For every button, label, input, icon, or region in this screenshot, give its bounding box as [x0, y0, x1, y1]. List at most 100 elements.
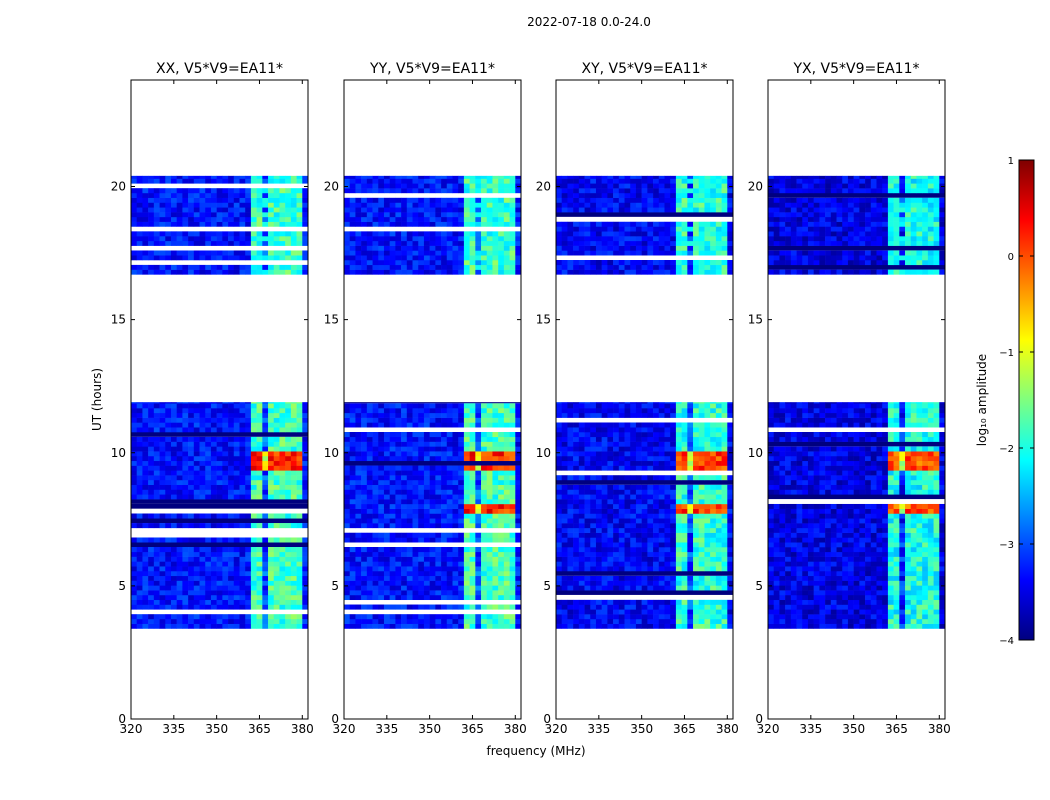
heatmap-cell [366, 479, 373, 485]
heatmap-cell [131, 264, 138, 270]
heatmap-cell [429, 585, 436, 591]
heatmap-cell [567, 455, 574, 462]
heatmap-cell [481, 269, 488, 275]
heatmap-cell [273, 221, 280, 227]
heatmap-cell [492, 436, 499, 442]
heatmap-cell [136, 494, 143, 500]
heatmap-cell [492, 479, 499, 485]
heatmap-cell [148, 403, 155, 409]
heatmap-cell [210, 422, 217, 428]
heatmap-cell [245, 585, 252, 591]
heatmap-cell [188, 192, 195, 198]
heatmap-cell [452, 614, 459, 620]
heatmap-cell [148, 207, 155, 213]
heatmap-cell [441, 216, 448, 222]
heatmap-cell [378, 216, 385, 222]
heatmap-cell [624, 484, 631, 490]
heatmap-cell [389, 436, 396, 442]
heatmap-cell [601, 441, 608, 447]
heatmap-cell [727, 402, 733, 404]
heatmap-cell [344, 451, 351, 457]
heatmap-cell [658, 436, 665, 442]
heatmap-cell [170, 551, 177, 557]
heatmap-cell [210, 264, 217, 270]
heatmap-cell [721, 542, 728, 548]
heatmap-cell [188, 561, 195, 567]
heatmap-cell [509, 508, 516, 514]
heatmap-cell [239, 594, 246, 601]
heatmap-cell [401, 236, 408, 242]
heatmap-cell [378, 269, 385, 275]
heatmap-cell [681, 489, 688, 495]
heatmap-cell [142, 212, 149, 218]
heatmap-cell [556, 402, 563, 404]
heatmap-cell [176, 175, 183, 179]
heatmap-cell [199, 417, 206, 423]
heatmap-cell [710, 547, 717, 553]
heatmap-cell [584, 547, 591, 553]
heatmap-cell [136, 236, 143, 242]
heatmap-cell [285, 403, 292, 409]
heatmap-cell [378, 197, 385, 203]
heatmap-cell [412, 197, 419, 203]
heatmap-cell [199, 479, 206, 485]
heatmap-cell [210, 427, 217, 433]
heatmap-cell [176, 403, 183, 409]
heatmap-cell [418, 585, 425, 591]
heatmap-cell [216, 446, 223, 452]
heatmap-cell [458, 503, 465, 509]
heatmap-cell [136, 240, 143, 246]
heatmap-cell [481, 489, 488, 495]
heatmap-cell [693, 455, 700, 462]
heatmap-cell [273, 479, 280, 485]
heatmap-cell [153, 408, 160, 414]
heatmap-cell [618, 494, 625, 500]
heatmap-cell [268, 188, 275, 194]
heatmap-cell [148, 623, 155, 629]
heatmap-cell [727, 532, 733, 538]
heatmap-cell [423, 479, 430, 485]
heatmap-cell [193, 590, 200, 596]
heatmap-cell [233, 570, 240, 577]
heatmap-cell [670, 455, 677, 462]
heatmap-cell [435, 532, 442, 538]
heatmap-cell [441, 470, 448, 476]
heatmap-cell [635, 599, 642, 605]
heatmap-cell [492, 269, 499, 275]
heatmap-cell [401, 221, 408, 227]
heatmap-cell [698, 542, 705, 548]
heatmap-cell [446, 604, 453, 610]
heatmap-cell [372, 403, 379, 409]
heatmap-cell [136, 570, 143, 577]
heatmap-cell [486, 431, 493, 438]
heatmap-cell [285, 489, 292, 495]
heatmap-cell [193, 188, 200, 194]
heatmap-cell [613, 446, 620, 452]
heatmap-cell [153, 207, 160, 213]
heatmap-cell [710, 422, 717, 428]
heatmap-cell [256, 175, 263, 179]
heatmap-cell [182, 240, 189, 246]
heatmap-cell [463, 202, 470, 208]
heatmap-cell [509, 183, 516, 189]
heatmap-cell [635, 427, 642, 433]
heatmap-cell [199, 575, 206, 581]
heatmap-cell [290, 240, 297, 246]
heatmap-cell [222, 417, 229, 423]
heatmap-cell [515, 455, 521, 462]
heatmap-cell [250, 408, 257, 414]
heatmap-cell [412, 441, 419, 447]
heatmap-cell [412, 422, 419, 428]
heatmap-cell [601, 547, 608, 553]
heatmap-cell [268, 202, 275, 208]
heatmap-cell [653, 460, 660, 466]
heatmap-cell [142, 484, 149, 490]
heatmap-cell [635, 623, 642, 629]
heatmap-cell [670, 422, 677, 428]
heatmap-cell [372, 431, 379, 438]
heatmap-cell [193, 460, 200, 466]
heatmap-cell [435, 255, 442, 261]
heatmap-cell [239, 614, 246, 620]
heatmap-cell [556, 551, 563, 557]
heatmap-cell [463, 231, 470, 237]
